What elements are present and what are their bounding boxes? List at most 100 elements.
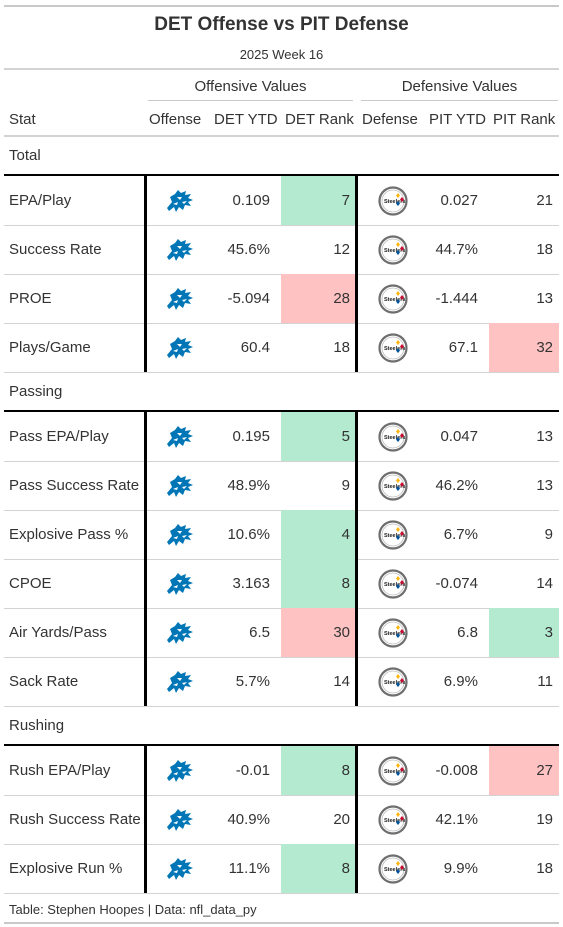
det-rank-cell-value: 8 <box>341 860 350 877</box>
table-row: PROE -5.094 28 Steelers -1.444 13 <box>4 274 559 324</box>
svg-text:Steelers: Steelers <box>384 533 405 539</box>
det-ytd-cell-value: 3.163 <box>232 575 270 592</box>
pit-ytd-cell-value: -0.008 <box>435 762 478 779</box>
steelers-logo-icon: Steelers <box>359 225 427 274</box>
pit-ytd-cell: 46.2% <box>427 461 484 510</box>
pit-ytd-cell-value: 6.7% <box>443 526 478 543</box>
steelers-logo-icon: Steelers <box>359 461 427 510</box>
steelers-logo-icon: Steelers <box>359 559 427 608</box>
det-ytd-cell-value: 0.109 <box>232 192 270 209</box>
det-rank-cell-value: 4 <box>341 526 350 543</box>
pit-ytd-cell-value: 0.027 <box>440 192 478 209</box>
stat-cell-value: EPA/Play <box>9 192 72 209</box>
stat-cell-value: Sack Rate <box>9 673 79 690</box>
lions-logo-icon <box>148 510 212 559</box>
det-rank-cell-value: 7 <box>341 192 350 209</box>
det-rank-cell: 28 <box>281 274 356 323</box>
det-rank-cell-value: 5 <box>341 428 350 445</box>
table-row: Plays/Game 60.4 18 Steelers 67.1 32 <box>4 323 559 373</box>
svg-text:Steelers: Steelers <box>384 769 405 775</box>
lions-logo-icon <box>148 461 212 510</box>
steelers-logo-icon: Steelers <box>359 412 427 461</box>
det-ytd-cell: -0.01 <box>212 746 276 795</box>
pit-ytd-cell-value: 6.9% <box>443 673 478 690</box>
table-source-note: Table: Stephen Hoopes | Data: nfl_data_p… <box>9 902 257 917</box>
stat-cell-value: CPOE <box>9 575 52 592</box>
pit-rank-cell: 13 <box>489 412 559 461</box>
pit-rank-cell: 27 <box>489 746 559 795</box>
pit-ytd-cell: -0.008 <box>427 746 484 795</box>
spanner-defensive-rule <box>361 100 558 101</box>
lions-logo-icon <box>148 746 212 795</box>
pit-rank-cell: 14 <box>489 559 559 608</box>
det-ytd-cell-value: 10.6% <box>227 526 270 543</box>
pit-rank-cell: 18 <box>489 225 559 274</box>
pit-ytd-cell-value: 42.1% <box>435 811 478 828</box>
column-separator <box>144 746 147 893</box>
column-separator <box>355 412 358 706</box>
lions-logo-icon <box>148 176 212 225</box>
det-rank-cell: 7 <box>281 176 356 225</box>
stat-cell-value: Plays/Game <box>9 339 91 356</box>
lions-logo-icon <box>148 657 212 706</box>
det-ytd-cell: -5.094 <box>212 274 276 323</box>
pit-rank-cell-value: 18 <box>536 241 553 258</box>
stat-cell-value: PROE <box>9 290 52 307</box>
stat-cell-value: Success Rate <box>9 241 102 258</box>
svg-text:Steelers: Steelers <box>384 867 405 873</box>
svg-text:Steelers: Steelers <box>384 346 405 352</box>
column-separator <box>355 746 358 893</box>
stat-cell: Sack Rate <box>9 657 144 706</box>
det-rank-cell-value: 20 <box>333 811 350 828</box>
steelers-logo-icon: Steelers <box>359 795 427 844</box>
steelers-logo-icon: Steelers <box>359 844 427 893</box>
det-rank-cell: 14 <box>281 657 356 706</box>
pit-ytd-cell: 0.027 <box>427 176 484 225</box>
det-ytd-cell-value: -5.094 <box>227 290 270 307</box>
svg-text:Steelers: Steelers <box>384 248 405 254</box>
lions-logo-icon <box>148 559 212 608</box>
det-ytd-cell: 45.6% <box>212 225 276 274</box>
lions-logo-icon <box>148 225 212 274</box>
det-ytd-cell-value: 5.7% <box>235 673 270 690</box>
svg-text:Steelers: Steelers <box>384 484 405 490</box>
pit-rank-cell-value: 21 <box>536 192 553 209</box>
svg-text:Steelers: Steelers <box>384 199 405 205</box>
group-label-total: Total <box>9 147 41 164</box>
stat-cell: Plays/Game <box>9 323 144 372</box>
pit-rank-cell: 11 <box>489 657 559 706</box>
pit-rank-cell-value: 9 <box>544 526 553 543</box>
det-rank-cell: 9 <box>281 461 356 510</box>
table-row: Explosive Pass % 10.6% 4 Steelers 6.7% 9 <box>4 510 559 560</box>
pit-ytd-cell: 6.7% <box>427 510 484 559</box>
det-ytd-cell-value: 11.1% <box>228 860 270 877</box>
steelers-logo-icon: Steelers <box>359 657 427 706</box>
stat-cell-value: Explosive Run % <box>9 860 123 877</box>
table-row: Rush EPA/Play -0.01 8 Steelers -0.008 27 <box>4 746 559 796</box>
det-ytd-cell-value: 0.195 <box>232 428 270 445</box>
column-header-rule <box>4 135 559 137</box>
lions-logo-icon <box>148 844 212 893</box>
pit-rank-cell-value: 19 <box>536 811 553 828</box>
svg-text:Steelers: Steelers <box>384 680 405 686</box>
col-head-pit-ytd: PIT YTD <box>429 111 486 128</box>
table-row: Pass Success Rate 48.9% 9 Steelers 46.2% 13 <box>4 461 559 511</box>
col-head-defense: Defense <box>362 111 418 128</box>
svg-text:Steelers: Steelers <box>384 435 405 441</box>
col-head-pit-rank: PIT Rank <box>493 111 556 128</box>
table-subtitle: 2025 Week 16 <box>239 47 324 62</box>
top-rule <box>4 5 559 7</box>
det-ytd-cell-value: 60.4 <box>240 339 270 356</box>
det-rank-cell-value: 8 <box>341 575 350 592</box>
svg-text:Steelers: Steelers <box>384 631 405 637</box>
det-ytd-cell-value: -0.01 <box>235 762 270 779</box>
stat-cell: Rush EPA/Play <box>9 746 144 795</box>
det-rank-cell: 8 <box>281 746 356 795</box>
pit-rank-cell-value: 13 <box>536 428 553 445</box>
column-separator <box>144 412 147 706</box>
det-ytd-cell: 11.1% <box>212 844 276 893</box>
col-head-det-rank: DET Rank <box>285 111 354 128</box>
det-ytd-cell: 6.5 <box>212 608 276 657</box>
pit-rank-cell: 19 <box>489 795 559 844</box>
pit-ytd-cell-value: 6.8 <box>457 624 478 641</box>
